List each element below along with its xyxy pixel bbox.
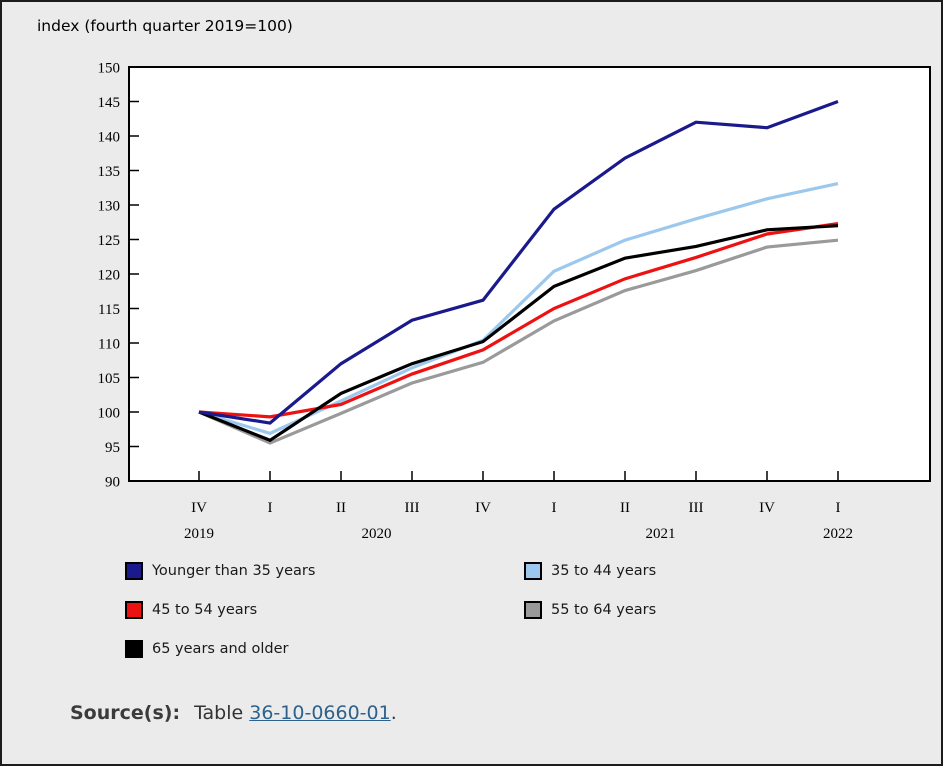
legend-column-left: Younger than 35 years 45 to 54 years 65 … — [125, 562, 315, 679]
legend-label: 45 to 54 years — [152, 602, 258, 618]
y-tick-label: 130 — [98, 199, 121, 215]
x-tick-label: IV — [759, 500, 775, 516]
legend-item-35-to-44: 35 to 44 years — [524, 562, 656, 580]
y-tick-label: 125 — [98, 233, 121, 249]
source-label: Source(s): — [70, 702, 181, 724]
x-year-label: 2020 — [362, 526, 392, 542]
series-line-3 — [198, 238, 839, 445]
x-tick-label: III — [689, 500, 704, 516]
legend-item-younger-than-35: Younger than 35 years — [125, 562, 315, 580]
legend-label: Younger than 35 years — [152, 563, 316, 579]
x-tick-label: II — [336, 500, 346, 516]
legend-swatch-45-to-54 — [125, 601, 143, 619]
x-year-label: 2022 — [823, 526, 853, 542]
x-tick-label: I — [552, 500, 557, 516]
legend-item-45-to-54: 45 to 54 years — [125, 601, 315, 619]
legend-swatch-65-and-older — [125, 640, 143, 658]
plot-frame — [128, 66, 931, 482]
legend-swatch-younger-than-35 — [125, 562, 143, 580]
x-tick-label: IV — [475, 500, 491, 516]
series-line-2 — [198, 222, 839, 419]
y-tick-label: 135 — [98, 164, 121, 180]
y-tick-label: 120 — [98, 268, 121, 284]
legend-item-55-to-64: 55 to 64 years — [524, 601, 656, 619]
source-suffix: . — [390, 702, 397, 724]
x-tick-label: III — [405, 500, 420, 516]
x-year-label: 2021 — [646, 526, 676, 542]
y-tick-label: 145 — [98, 95, 121, 111]
y-tick-label: 140 — [98, 130, 121, 146]
y-tick-label: 150 — [98, 61, 121, 77]
legend-label: 65 years and older — [152, 641, 289, 657]
y-tick-label: 110 — [98, 337, 120, 353]
legend-swatch-35-to-44 — [524, 562, 542, 580]
series-line-0 — [198, 99, 839, 425]
legend-column-right: 35 to 44 years 55 to 64 years — [524, 562, 656, 640]
legend-item-65-and-older: 65 years and older — [125, 640, 315, 658]
x-tick-label: IV — [191, 500, 207, 516]
x-year-label: 2019 — [184, 526, 214, 542]
x-tick-label: I — [836, 500, 841, 516]
y-tick-label: 95 — [105, 440, 120, 456]
y-tick-label: 115 — [98, 302, 120, 318]
source-line: Source(s): Table 36-10-0660-01. — [70, 702, 397, 724]
legend-swatch-55-to-64 — [524, 601, 542, 619]
y-tick-label: 105 — [98, 371, 121, 387]
legend-label: 55 to 64 years — [551, 602, 657, 618]
x-tick-label: II — [620, 500, 630, 516]
legend-label: 35 to 44 years — [551, 563, 657, 579]
line-chart-plot: 150 145 140 135 130 125 120 115 110 105 100 95 90 IV I… — [98, 61, 931, 542]
series-line-4 — [198, 224, 839, 443]
x-tick-label: I — [268, 500, 273, 516]
y-tick-label: 90 — [105, 475, 120, 491]
chart-title: index (fourth quarter 2019=100) — [37, 17, 293, 35]
source-prefix: Table — [194, 702, 244, 724]
y-tick-label: 100 — [98, 406, 121, 422]
source-table-link[interactable]: 36-10-0660-01 — [249, 702, 391, 724]
